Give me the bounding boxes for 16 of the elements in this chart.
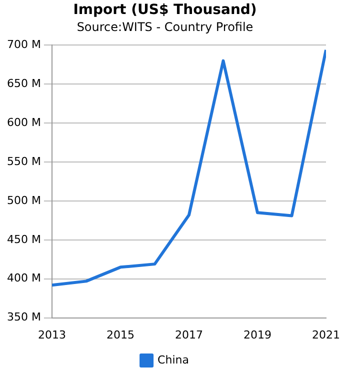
x-tick-label: 2021 <box>312 328 340 342</box>
y-tick-label: 550 M <box>7 154 41 168</box>
legend-label: China <box>158 353 189 366</box>
chart-title: Import (US$ Thousand) <box>73 2 257 18</box>
y-tick-label: 650 M <box>7 77 41 90</box>
x-tick-label: 2019 <box>243 328 272 342</box>
y-tick-label: 700 M <box>7 38 41 52</box>
y-tick-label: 500 M <box>7 194 41 207</box>
chart-subtitle: Source:WITS - Country Profile <box>76 20 254 34</box>
x-tick-label: 2013 <box>38 328 66 342</box>
x-tick-label: 2017 <box>174 328 203 342</box>
y-tick-label: 400 M <box>7 272 41 285</box>
y-tick-label: 350 M <box>7 310 41 324</box>
y-tick-label: 600 M <box>7 116 41 129</box>
y-tick-label: 450 M <box>7 232 41 246</box>
x-tick-label: 2015 <box>106 328 134 342</box>
